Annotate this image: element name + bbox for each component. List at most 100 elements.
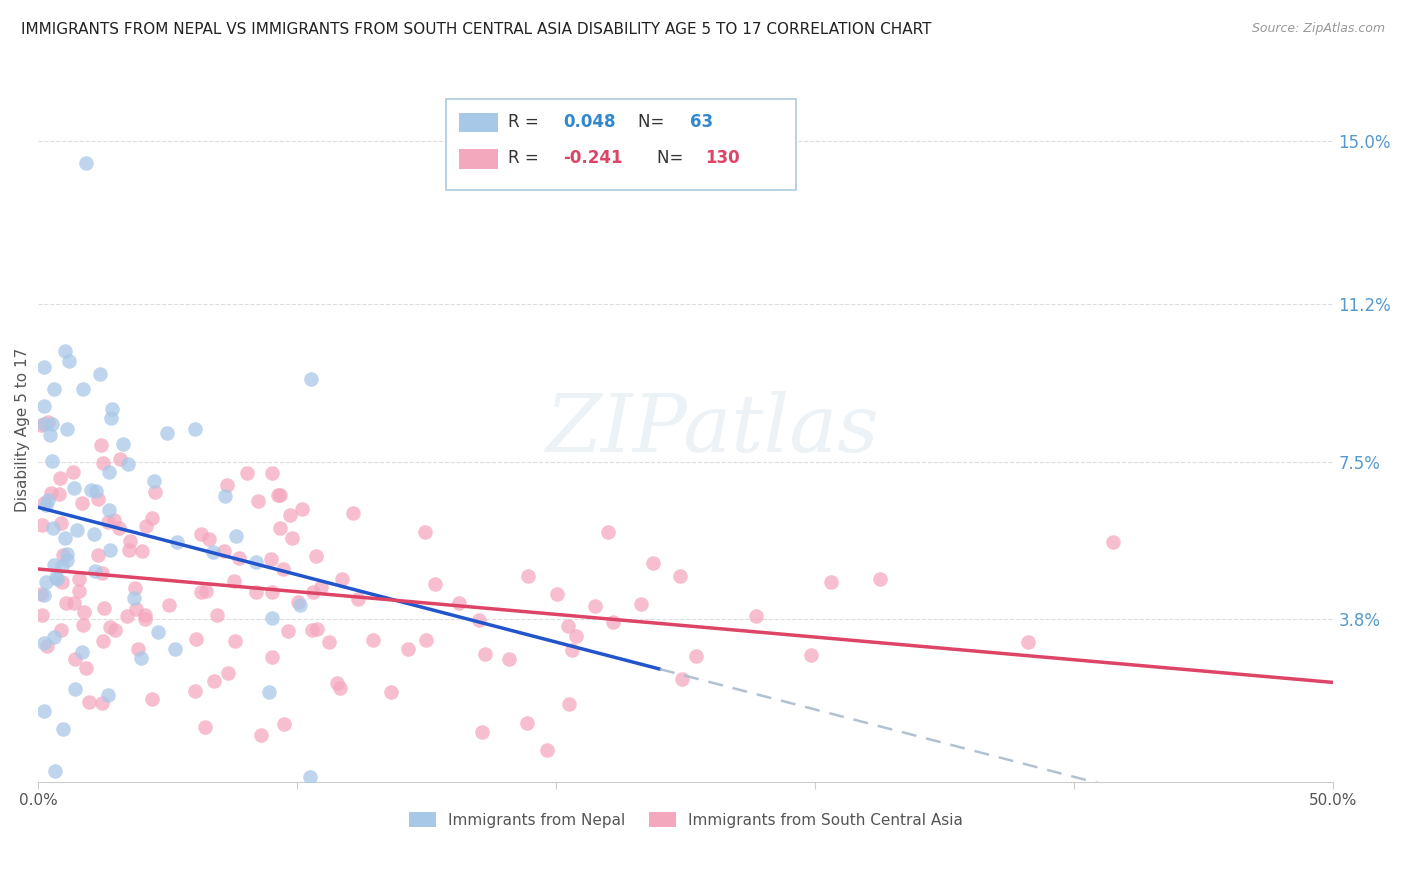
Point	[108, 452, 131, 467]
Point	[32, 636, 55, 650]
Point	[91, 634, 114, 648]
Point	[86, 492, 108, 507]
Point	[800, 648, 823, 663]
Point	[44, 558, 66, 572]
Point	[51, 559, 73, 574]
Point	[63, 682, 86, 697]
Point	[42, 630, 65, 644]
Point	[32, 496, 55, 510]
Point	[45, 572, 67, 586]
Point	[97, 688, 120, 702]
Point	[250, 728, 273, 742]
Point	[89, 368, 111, 382]
Point	[471, 724, 494, 739]
Point	[309, 581, 332, 595]
Point	[37, 415, 59, 429]
Legend: Immigrants from Nepal, Immigrants from South Central Asia: Immigrants from Nepal, Immigrants from S…	[402, 805, 969, 834]
Point	[83, 527, 105, 541]
Point	[269, 521, 291, 535]
Point	[342, 506, 364, 520]
Point	[668, 569, 690, 583]
Point	[75, 156, 97, 170]
Point	[70, 496, 93, 510]
Point	[48, 487, 70, 501]
Point	[80, 483, 103, 497]
Point	[214, 489, 236, 503]
Point	[49, 471, 72, 485]
Point	[32, 588, 55, 602]
Point	[97, 516, 120, 530]
Point	[630, 597, 652, 611]
Point	[194, 584, 217, 599]
Point	[156, 425, 179, 440]
Point	[1017, 635, 1039, 649]
Point	[361, 633, 384, 648]
Point	[49, 623, 72, 637]
Point	[869, 573, 891, 587]
Point	[146, 624, 169, 639]
Point	[224, 574, 246, 588]
Point	[124, 582, 146, 596]
Point	[291, 502, 314, 516]
Point	[262, 467, 284, 481]
Point	[347, 592, 370, 607]
Point	[67, 584, 90, 599]
Point	[51, 575, 73, 590]
Point	[262, 611, 284, 625]
Point	[197, 533, 219, 547]
Text: N=: N=	[638, 112, 669, 131]
Point	[329, 681, 352, 695]
Point	[37, 492, 59, 507]
Point	[67, 572, 90, 586]
Point	[62, 481, 84, 495]
Point	[84, 564, 107, 578]
Point	[271, 562, 294, 576]
Point	[245, 555, 267, 569]
Point	[565, 629, 588, 643]
Point	[602, 615, 624, 629]
Point	[93, 601, 115, 615]
Text: Source: ZipAtlas.com: Source: ZipAtlas.com	[1251, 22, 1385, 36]
Point	[217, 666, 239, 681]
FancyBboxPatch shape	[460, 112, 498, 132]
Text: IMMIGRANTS FROM NEPAL VS IMMIGRANTS FROM SOUTH CENTRAL ASIA DISABILITY AGE 5 TO : IMMIGRANTS FROM NEPAL VS IMMIGRANTS FROM…	[21, 22, 932, 37]
Point	[413, 525, 436, 540]
Point	[72, 383, 94, 397]
Point	[141, 692, 163, 706]
Text: N=: N=	[658, 150, 689, 168]
Point	[259, 685, 281, 699]
Point	[103, 513, 125, 527]
Point	[423, 577, 446, 591]
Point	[101, 402, 124, 417]
Y-axis label: Disability Age 5 to 17: Disability Age 5 to 17	[15, 347, 30, 512]
Point	[745, 608, 768, 623]
Point	[267, 488, 290, 502]
Point	[122, 591, 145, 606]
Point	[278, 508, 301, 522]
Point	[561, 643, 583, 657]
Text: R =: R =	[509, 112, 544, 131]
Point	[65, 524, 87, 538]
Point	[73, 606, 96, 620]
Point	[35, 574, 58, 589]
Point	[299, 372, 322, 386]
Point	[546, 587, 568, 601]
Point	[1102, 535, 1125, 549]
Point	[30, 586, 52, 600]
Point	[134, 612, 156, 626]
Point	[273, 717, 295, 731]
Point	[141, 510, 163, 524]
Point	[287, 595, 309, 609]
Point	[45, 570, 67, 584]
Point	[72, 618, 94, 632]
Point	[202, 673, 225, 688]
Point	[58, 354, 80, 368]
Point	[42, 382, 65, 396]
Point	[202, 545, 225, 559]
Point	[32, 360, 55, 375]
Point	[98, 619, 121, 633]
Point	[35, 640, 58, 654]
Point	[34, 498, 56, 512]
Point	[186, 632, 208, 646]
Point	[641, 556, 664, 570]
